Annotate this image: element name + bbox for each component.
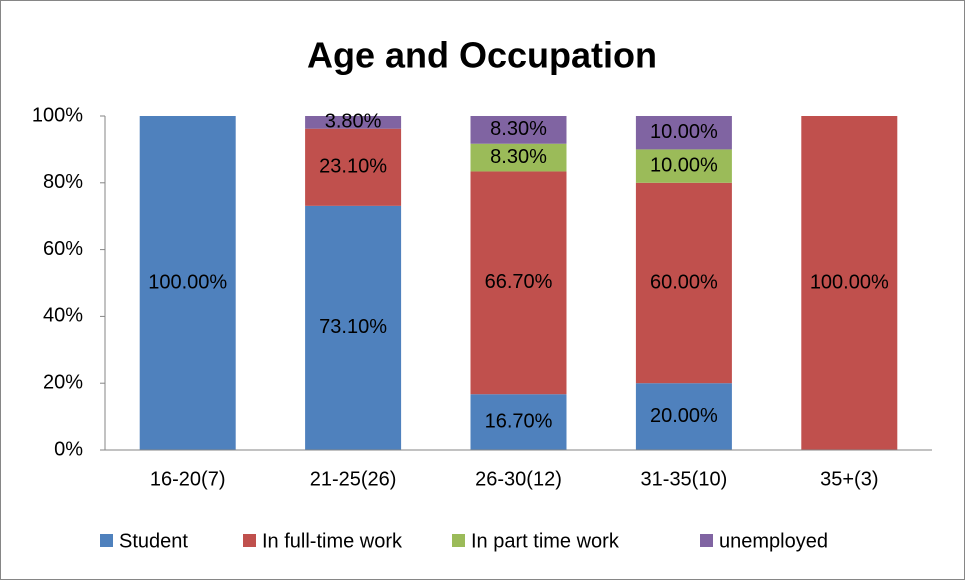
data-label: 10.00% (650, 121, 718, 143)
y-tick-label: 20% (43, 371, 83, 393)
legend-swatch (243, 534, 256, 547)
x-tick-label: 31-35(10) (641, 468, 728, 490)
bar-segment (305, 116, 402, 129)
data-label: 16.70% (485, 410, 553, 432)
legend-swatch (700, 534, 713, 547)
data-label: 100.00% (148, 271, 227, 293)
x-tick-label: 35+(3) (820, 468, 878, 490)
legend-label: unemployed (719, 530, 828, 552)
data-label: 10.00% (650, 154, 718, 176)
y-tick-label: 100% (32, 104, 83, 126)
bar-segment (635, 182, 732, 384)
data-label: 66.70% (485, 271, 553, 293)
legend-swatch (100, 534, 113, 547)
y-tick-label: 80% (43, 171, 83, 193)
legend-label: In full-time work (262, 530, 403, 552)
legend-label: Student (119, 530, 188, 552)
y-tick-label: 40% (43, 305, 83, 327)
bar-segment (635, 116, 732, 150)
bar-segment (305, 205, 402, 450)
data-label: 8.30% (490, 146, 547, 168)
bar-segment (470, 394, 567, 450)
data-label: 3.80% (325, 111, 382, 133)
bar-segment (635, 149, 732, 183)
x-tick-label: 16-20(7) (150, 468, 226, 490)
bar-segment (470, 143, 567, 172)
legend-label: In part time work (471, 530, 620, 552)
bar-segment (470, 116, 567, 144)
data-label: 100.00% (810, 271, 889, 293)
data-label: 23.10% (319, 156, 387, 178)
bar-segment (801, 116, 898, 450)
chart-title: Age and Occupation (307, 35, 657, 76)
y-tick-label: 0% (54, 438, 83, 460)
x-tick-label: 21-25(26) (310, 468, 397, 490)
bar-segment (635, 383, 732, 450)
data-label: 8.30% (490, 118, 547, 140)
bar-segment (470, 171, 567, 395)
bar-segment (305, 128, 402, 206)
data-label: 60.00% (650, 271, 718, 293)
data-label: 20.00% (650, 405, 718, 427)
bar-segment (139, 116, 236, 450)
legend-swatch (452, 534, 465, 547)
data-label: 73.10% (319, 316, 387, 338)
y-tick-label: 60% (43, 238, 83, 260)
x-tick-label: 26-30(12) (475, 468, 562, 490)
